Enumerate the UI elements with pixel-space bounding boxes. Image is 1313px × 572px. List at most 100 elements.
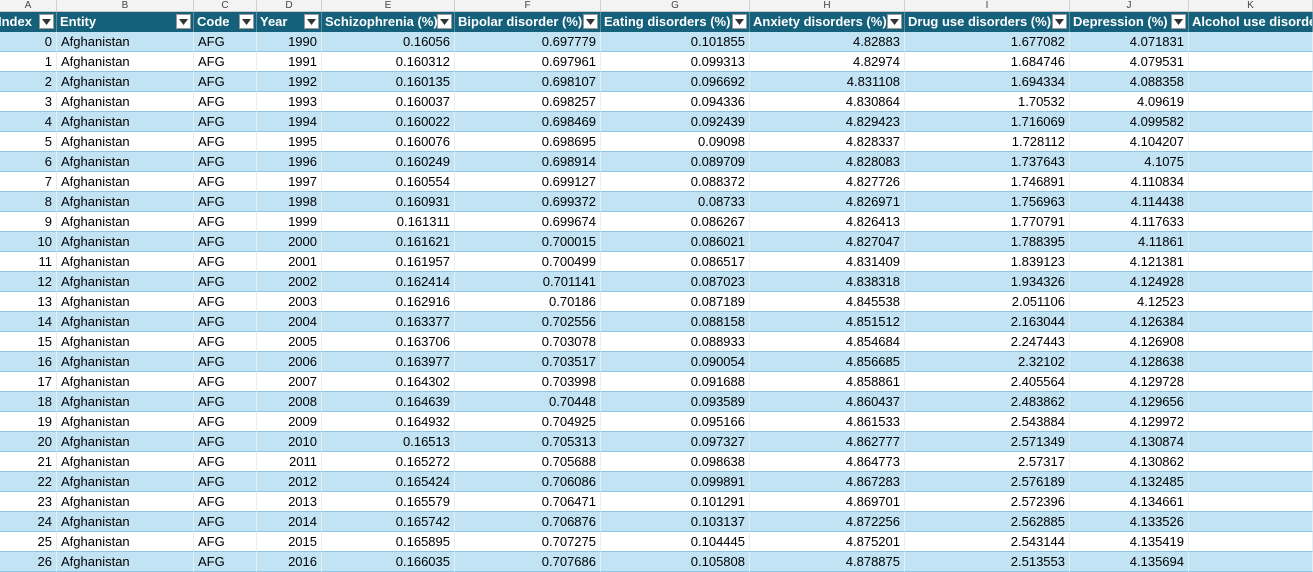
table-cell[interactable]: 0.105808 [601,552,750,572]
table-cell[interactable]: 11 [0,252,57,272]
dropdown-filter-icon[interactable] [304,14,319,29]
table-cell[interactable]: 4.135694 [1070,552,1189,572]
table-cell[interactable]: 1.684746 [905,52,1070,72]
table-cell[interactable]: 4.117633 [1070,212,1189,232]
column-letter-e[interactable]: E [322,0,455,11]
table-cell[interactable] [1189,352,1313,372]
table-cell[interactable]: 4.831409 [750,252,905,272]
table-cell[interactable] [1189,292,1313,312]
column-letter-f[interactable]: F [455,0,601,11]
table-cell[interactable]: 0.165424 [322,472,455,492]
table-cell[interactable]: 2.513553 [905,552,1070,572]
table-cell[interactable]: 0.16513 [322,432,455,452]
table-cell[interactable] [1189,52,1313,72]
table-cell[interactable]: 1.746891 [905,172,1070,192]
table-cell[interactable] [1189,372,1313,392]
table-cell[interactable]: 4.134661 [1070,492,1189,512]
table-cell[interactable]: 4.875201 [750,532,905,552]
table-cell[interactable]: 1990 [257,32,322,52]
table-cell[interactable]: 4.845538 [750,292,905,312]
table-cell[interactable]: 2002 [257,272,322,292]
dropdown-filter-icon[interactable] [1171,14,1186,29]
table-cell[interactable]: 4.831108 [750,72,905,92]
table-cell[interactable]: Afghanistan [57,172,194,192]
table-cell[interactable]: AFG [194,492,257,512]
table-cell[interactable]: AFG [194,272,257,292]
table-cell[interactable]: 4.071831 [1070,32,1189,52]
table-cell[interactable]: Afghanistan [57,552,194,572]
table-cell[interactable]: AFG [194,292,257,312]
table-cell[interactable]: AFG [194,212,257,232]
table-cell[interactable]: Afghanistan [57,192,194,212]
table-cell[interactable]: AFG [194,232,257,252]
table-cell[interactable]: 2.543144 [905,532,1070,552]
table-cell[interactable]: AFG [194,72,257,92]
table-cell[interactable]: 25 [0,532,57,552]
table-cell[interactable]: 1994 [257,112,322,132]
table-cell[interactable]: 0.160249 [322,152,455,172]
table-cell[interactable]: 0.166035 [322,552,455,572]
table-cell[interactable] [1189,512,1313,532]
table-cell[interactable]: AFG [194,472,257,492]
table-cell[interactable]: 4.826971 [750,192,905,212]
header-cell-schizophrenia[interactable]: Schizophrenia (%) [322,12,455,32]
table-cell[interactable]: 0.163977 [322,352,455,372]
table-cell[interactable]: 0.163706 [322,332,455,352]
table-cell[interactable]: 0.086267 [601,212,750,232]
header-cell-year[interactable]: Year [257,12,322,32]
table-cell[interactable]: 0.160037 [322,92,455,112]
table-cell[interactable]: 1992 [257,72,322,92]
table-cell[interactable]: 1.677082 [905,32,1070,52]
table-cell[interactable]: 0.164932 [322,412,455,432]
table-cell[interactable]: AFG [194,152,257,172]
table-cell[interactable]: AFG [194,112,257,132]
table-cell[interactable]: Afghanistan [57,52,194,72]
table-cell[interactable]: 4.861533 [750,412,905,432]
table-cell[interactable]: Afghanistan [57,392,194,412]
column-letter-k[interactable]: K [1189,0,1313,11]
table-cell[interactable]: 1.716069 [905,112,1070,132]
table-cell[interactable]: 1991 [257,52,322,72]
table-cell[interactable]: AFG [194,52,257,72]
table-cell[interactable]: 2003 [257,292,322,312]
table-cell[interactable]: 4.1075 [1070,152,1189,172]
table-cell[interactable]: 4.11861 [1070,232,1189,252]
table-cell[interactable]: 0.086021 [601,232,750,252]
table-cell[interactable]: 1.839123 [905,252,1070,272]
table-cell[interactable]: 15 [0,332,57,352]
table-cell[interactable]: 1.694334 [905,72,1070,92]
table-cell[interactable]: 2001 [257,252,322,272]
table-cell[interactable]: 2.576189 [905,472,1070,492]
table-cell[interactable]: 4.858861 [750,372,905,392]
table-cell[interactable]: AFG [194,252,257,272]
table-cell[interactable]: 0.699674 [455,212,601,232]
table-cell[interactable]: 2.572396 [905,492,1070,512]
table-cell[interactable] [1189,532,1313,552]
table-cell[interactable]: 17 [0,372,57,392]
dropdown-filter-icon[interactable] [732,14,747,29]
table-cell[interactable]: 0.098638 [601,452,750,472]
header-cell-code[interactable]: Code [194,12,257,32]
dropdown-filter-icon[interactable] [239,14,254,29]
table-cell[interactable]: 4.860437 [750,392,905,412]
dropdown-filter-icon[interactable] [887,14,902,29]
table-cell[interactable]: 4.856685 [750,352,905,372]
table-cell[interactable]: 0.162916 [322,292,455,312]
table-cell[interactable]: 0.698257 [455,92,601,112]
table-cell[interactable]: Afghanistan [57,112,194,132]
table-cell[interactable]: 0.160022 [322,112,455,132]
table-cell[interactable]: Afghanistan [57,272,194,292]
header-cell-anxiety-disorders[interactable]: Anxiety disorders (%) [750,12,905,32]
table-cell[interactable]: 0.698695 [455,132,601,152]
table-cell[interactable]: AFG [194,312,257,332]
table-cell[interactable] [1189,232,1313,252]
header-cell-bipolar-disorder[interactable]: Bipolar disorder (%) [455,12,601,32]
table-cell[interactable]: 2.483862 [905,392,1070,412]
table-cell[interactable]: 21 [0,452,57,472]
table-cell[interactable]: AFG [194,332,257,352]
table-cell[interactable]: 0.160931 [322,192,455,212]
table-cell[interactable] [1189,32,1313,52]
table-cell[interactable]: 0.160076 [322,132,455,152]
table-cell[interactable]: 0.086517 [601,252,750,272]
table-cell[interactable]: 0.087023 [601,272,750,292]
